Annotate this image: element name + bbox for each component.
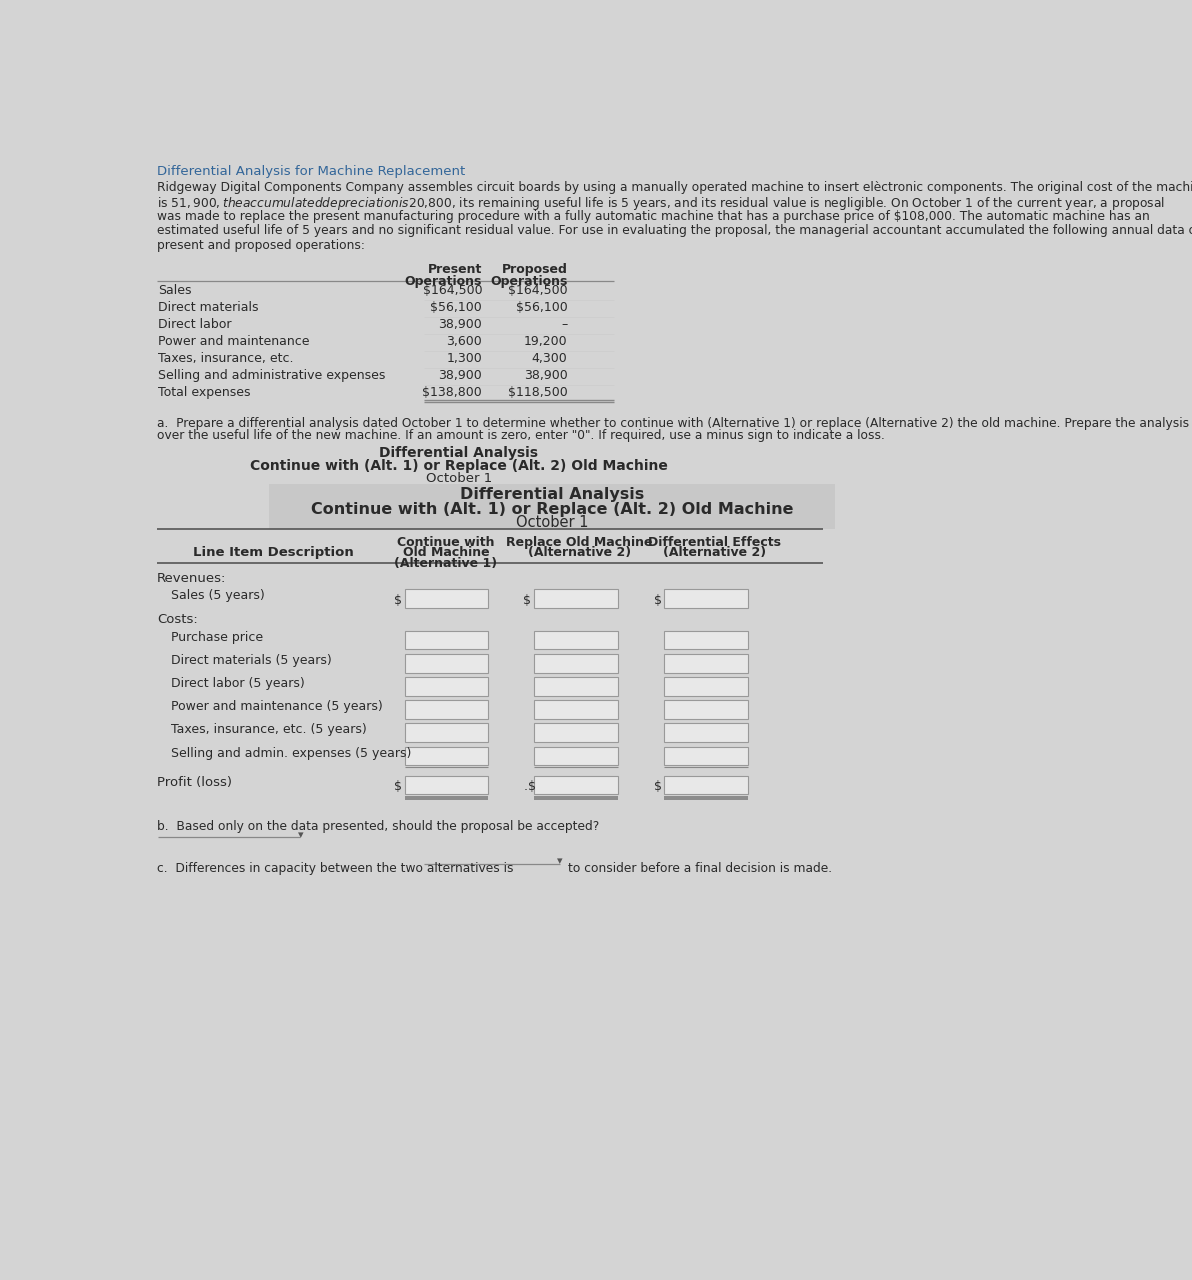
- Text: $: $: [393, 594, 402, 607]
- Text: Line Item Description: Line Item Description: [193, 547, 353, 559]
- Text: over the useful life of the new machine. If an amount is zero, enter "0". If req: over the useful life of the new machine.…: [157, 429, 884, 443]
- Text: Power and maintenance (5 years): Power and maintenance (5 years): [170, 700, 383, 713]
- Text: Continue with (Alt. 1) or Replace (Alt. 2) Old Machine: Continue with (Alt. 1) or Replace (Alt. …: [250, 460, 668, 474]
- Text: Replace Old Machine: Replace Old Machine: [505, 535, 652, 549]
- Text: was made to replace the present manufacturing procedure with a fully automatic m: was made to replace the present manufact…: [157, 210, 1149, 223]
- Text: Ridgeway Digital Components Company assembles circuit boards by using a manually: Ridgeway Digital Components Company asse…: [157, 180, 1192, 193]
- Text: Selling and administrative expenses: Selling and administrative expenses: [159, 369, 386, 383]
- FancyBboxPatch shape: [534, 677, 617, 695]
- Text: c.  Differences in capacity between the two alternatives is: c. Differences in capacity between the t…: [157, 861, 514, 876]
- FancyBboxPatch shape: [534, 654, 617, 672]
- FancyBboxPatch shape: [269, 484, 834, 530]
- FancyBboxPatch shape: [405, 776, 489, 794]
- Text: Direct materials (5 years): Direct materials (5 years): [170, 654, 331, 667]
- Text: Differential Effects: Differential Effects: [648, 535, 781, 549]
- FancyBboxPatch shape: [664, 700, 749, 719]
- FancyBboxPatch shape: [664, 746, 749, 765]
- Text: Selling and admin. expenses (5 years): Selling and admin. expenses (5 years): [170, 746, 411, 759]
- FancyBboxPatch shape: [664, 677, 749, 695]
- FancyBboxPatch shape: [534, 776, 617, 794]
- Text: 38,900: 38,900: [439, 319, 483, 332]
- Text: Old Machine: Old Machine: [403, 547, 489, 559]
- Text: Differential Analysis for Machine Replacement: Differential Analysis for Machine Replac…: [157, 165, 465, 178]
- Text: present and proposed operations:: present and proposed operations:: [157, 239, 365, 252]
- Text: Differential Analysis: Differential Analysis: [460, 486, 644, 502]
- Text: ▾: ▾: [298, 829, 304, 840]
- Text: Proposed: Proposed: [502, 262, 567, 276]
- Text: ▾: ▾: [558, 856, 563, 865]
- Text: $: $: [653, 781, 662, 794]
- Text: Continue with (Alt. 1) or Replace (Alt. 2) Old Machine: Continue with (Alt. 1) or Replace (Alt. …: [311, 502, 793, 517]
- Text: Taxes, insurance, etc.: Taxes, insurance, etc.: [159, 352, 293, 365]
- FancyBboxPatch shape: [664, 654, 749, 672]
- Text: 3,600: 3,600: [447, 335, 483, 348]
- Text: Costs:: Costs:: [157, 613, 198, 626]
- FancyBboxPatch shape: [664, 723, 749, 742]
- Text: $: $: [523, 594, 532, 607]
- Text: Continue with: Continue with: [397, 535, 495, 549]
- FancyBboxPatch shape: [405, 631, 489, 649]
- Text: Direct labor (5 years): Direct labor (5 years): [170, 677, 304, 690]
- Text: Purchase price: Purchase price: [170, 631, 262, 644]
- Text: 4,300: 4,300: [532, 352, 567, 365]
- FancyBboxPatch shape: [534, 589, 617, 608]
- Text: 1,300: 1,300: [447, 352, 483, 365]
- Text: Present: Present: [428, 262, 483, 276]
- Text: 38,900: 38,900: [523, 369, 567, 383]
- Text: to consider before a final decision is made.: to consider before a final decision is m…: [567, 861, 832, 876]
- FancyBboxPatch shape: [405, 677, 489, 695]
- Text: $56,100: $56,100: [516, 301, 567, 315]
- FancyBboxPatch shape: [405, 746, 489, 765]
- FancyBboxPatch shape: [664, 589, 749, 608]
- FancyBboxPatch shape: [664, 631, 749, 649]
- Text: Operations: Operations: [490, 275, 567, 288]
- Text: Power and maintenance: Power and maintenance: [159, 335, 310, 348]
- Text: $164,500: $164,500: [508, 284, 567, 297]
- Text: Revenues:: Revenues:: [157, 572, 226, 585]
- Text: $: $: [653, 594, 662, 607]
- Text: Total expenses: Total expenses: [159, 387, 250, 399]
- Text: is $51,900, the accumulated depreciation is $20,800, its remaining useful life i: is $51,900, the accumulated depreciation…: [157, 195, 1165, 212]
- FancyBboxPatch shape: [534, 746, 617, 765]
- Text: $118,500: $118,500: [508, 387, 567, 399]
- Text: –: –: [561, 319, 567, 332]
- Text: (Alternative 2): (Alternative 2): [663, 547, 766, 559]
- Text: Profit (loss): Profit (loss): [157, 776, 231, 788]
- FancyBboxPatch shape: [664, 776, 749, 794]
- Text: $: $: [393, 781, 402, 794]
- Text: October 1: October 1: [516, 516, 588, 530]
- Text: (Alternative 2): (Alternative 2): [528, 547, 631, 559]
- Text: estimated useful life of 5 years and no significant residual value. For use in e: estimated useful life of 5 years and no …: [157, 224, 1192, 237]
- Text: (Alternative 1): (Alternative 1): [395, 557, 497, 570]
- Text: October 1: October 1: [426, 471, 492, 485]
- Text: 38,900: 38,900: [439, 369, 483, 383]
- Text: Sales: Sales: [159, 284, 192, 297]
- Text: .: .: [523, 781, 527, 794]
- Text: Taxes, insurance, etc. (5 years): Taxes, insurance, etc. (5 years): [170, 723, 366, 736]
- Text: $138,800: $138,800: [422, 387, 483, 399]
- FancyBboxPatch shape: [534, 723, 617, 742]
- Text: b.  Based only on the data presented, should the proposal be accepted?: b. Based only on the data presented, sho…: [157, 820, 600, 833]
- FancyBboxPatch shape: [534, 631, 617, 649]
- Text: Direct materials: Direct materials: [159, 301, 259, 315]
- FancyBboxPatch shape: [405, 654, 489, 672]
- Text: Differential Analysis: Differential Analysis: [379, 447, 539, 461]
- FancyBboxPatch shape: [405, 700, 489, 719]
- FancyBboxPatch shape: [534, 700, 617, 719]
- Text: Direct labor: Direct labor: [159, 319, 231, 332]
- Text: Sales (5 years): Sales (5 years): [170, 589, 265, 603]
- FancyBboxPatch shape: [405, 589, 489, 608]
- FancyBboxPatch shape: [405, 723, 489, 742]
- Text: 19,200: 19,200: [523, 335, 567, 348]
- Text: $56,100: $56,100: [430, 301, 483, 315]
- Text: Operations: Operations: [405, 275, 483, 288]
- Text: a.  Prepare a differential analysis dated October 1 to determine whether to cont: a. Prepare a differential analysis dated…: [157, 417, 1188, 430]
- Text: $: $: [528, 781, 536, 794]
- Text: $164,500: $164,500: [423, 284, 483, 297]
